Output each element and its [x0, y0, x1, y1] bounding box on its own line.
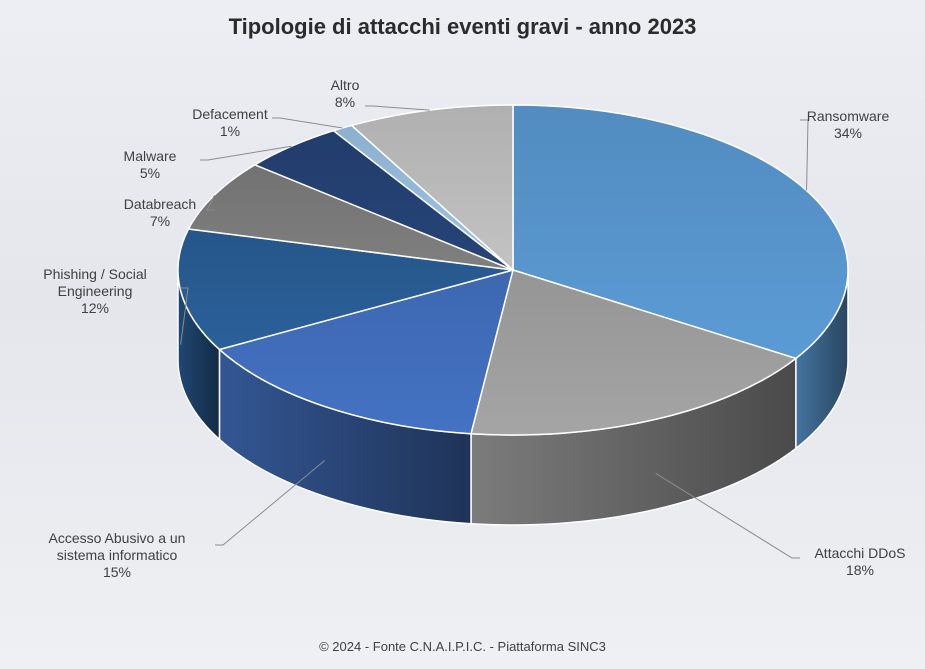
leader-line: [655, 472, 800, 559]
data-label: Phishing / Social Engineering 12%: [5, 266, 185, 317]
leader-line: [215, 460, 326, 546]
category-label: Accesso Abusivo a un sistema informatico: [48, 530, 186, 563]
leader-line: [180, 287, 189, 345]
category-label: Altro: [330, 77, 360, 93]
data-label: Ransomware 34%: [748, 108, 925, 142]
value-label: 18%: [845, 562, 875, 578]
category-label: Malware: [123, 148, 177, 164]
source-note: © 2024 - Fonte C.N.A.I.P.I.C. - Piattafo…: [319, 639, 606, 654]
category-label: Databreach: [123, 196, 197, 212]
data-label: Accesso Abusivo a un sistema informatico…: [27, 530, 207, 581]
category-label: Phishing / Social Engineering: [43, 266, 147, 299]
slice: [350, 104, 514, 272]
value-label: 1%: [219, 123, 241, 139]
category-label: Attacchi DDoS: [814, 545, 906, 561]
value-label: 5%: [139, 165, 161, 181]
slice: [512, 104, 849, 360]
leader-line: [206, 194, 215, 211]
value-label: 7%: [149, 213, 171, 229]
data-label: Altro 8%: [245, 77, 445, 111]
chart-title: Tipologie di attacchi eventi gravi - ann…: [228, 14, 697, 39]
category-label: Defacement: [192, 106, 268, 122]
data-label: Malware 5%: [50, 148, 250, 182]
slice: [217, 268, 515, 435]
slice: [177, 228, 514, 351]
leader-line: [800, 119, 809, 191]
slice: [470, 269, 798, 436]
leader-line: [200, 145, 292, 161]
value-label: 15%: [102, 564, 132, 580]
value-label: 12%: [80, 300, 110, 316]
value-label: 8%: [334, 94, 356, 110]
leader-line: [365, 105, 430, 111]
data-label: Attacchi DDoS 18%: [760, 545, 925, 579]
data-label: Databreach 7%: [60, 196, 260, 230]
data-label: Defacement 1%: [130, 106, 330, 140]
slice: [187, 163, 514, 271]
leader-line: [272, 117, 343, 129]
category-label: Ransomware: [806, 108, 890, 124]
value-label: 34%: [833, 125, 863, 141]
